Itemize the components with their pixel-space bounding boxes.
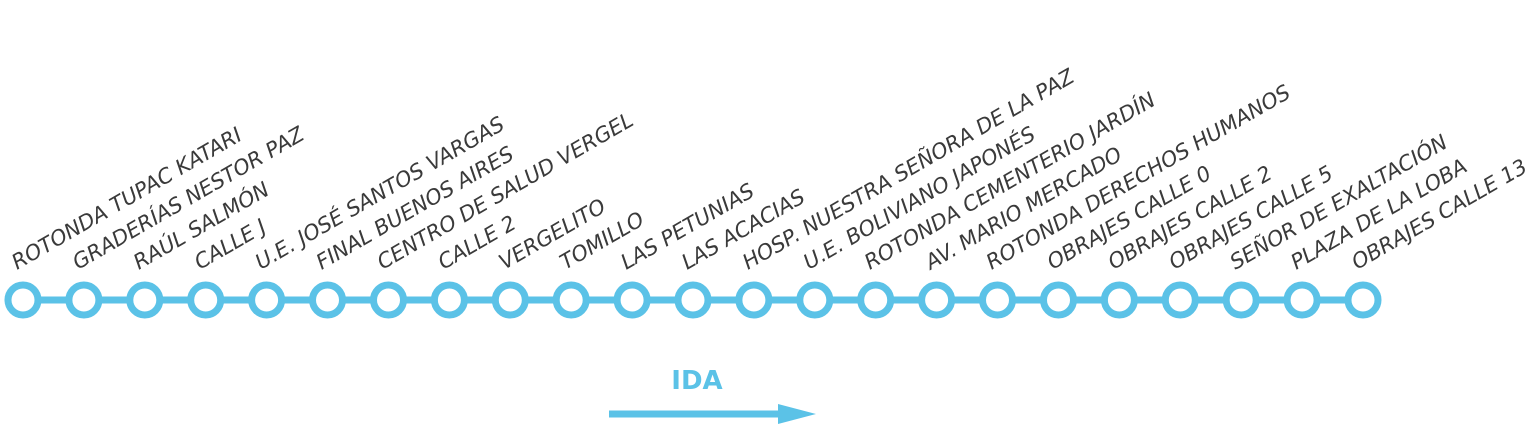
stop-marker [187, 281, 225, 319]
stop-marker [430, 281, 468, 319]
stop-marker [1222, 281, 1260, 319]
stop-marker [309, 281, 346, 319]
stop-marker [126, 281, 164, 319]
stop-marker [1100, 281, 1138, 319]
stop-marker [491, 281, 529, 319]
stop-marker [1283, 281, 1321, 319]
direction-label: IDA [671, 366, 722, 396]
stop-marker [1040, 281, 1077, 319]
stop-marker [674, 281, 712, 319]
stop-marker [552, 281, 590, 319]
stop-marker [4, 281, 42, 319]
stop-marker [735, 281, 773, 319]
stop-marker [796, 281, 834, 319]
stop-marker [1344, 281, 1382, 319]
stop-marker [370, 281, 407, 319]
stop-marker [979, 281, 1016, 319]
stop-marker [1161, 281, 1199, 319]
stop-marker [857, 281, 895, 319]
stop-marker [65, 281, 103, 319]
stop-marker [613, 281, 651, 319]
stop-marker [918, 281, 956, 319]
stop-marker [248, 281, 286, 319]
right-arrow-icon [609, 404, 816, 424]
